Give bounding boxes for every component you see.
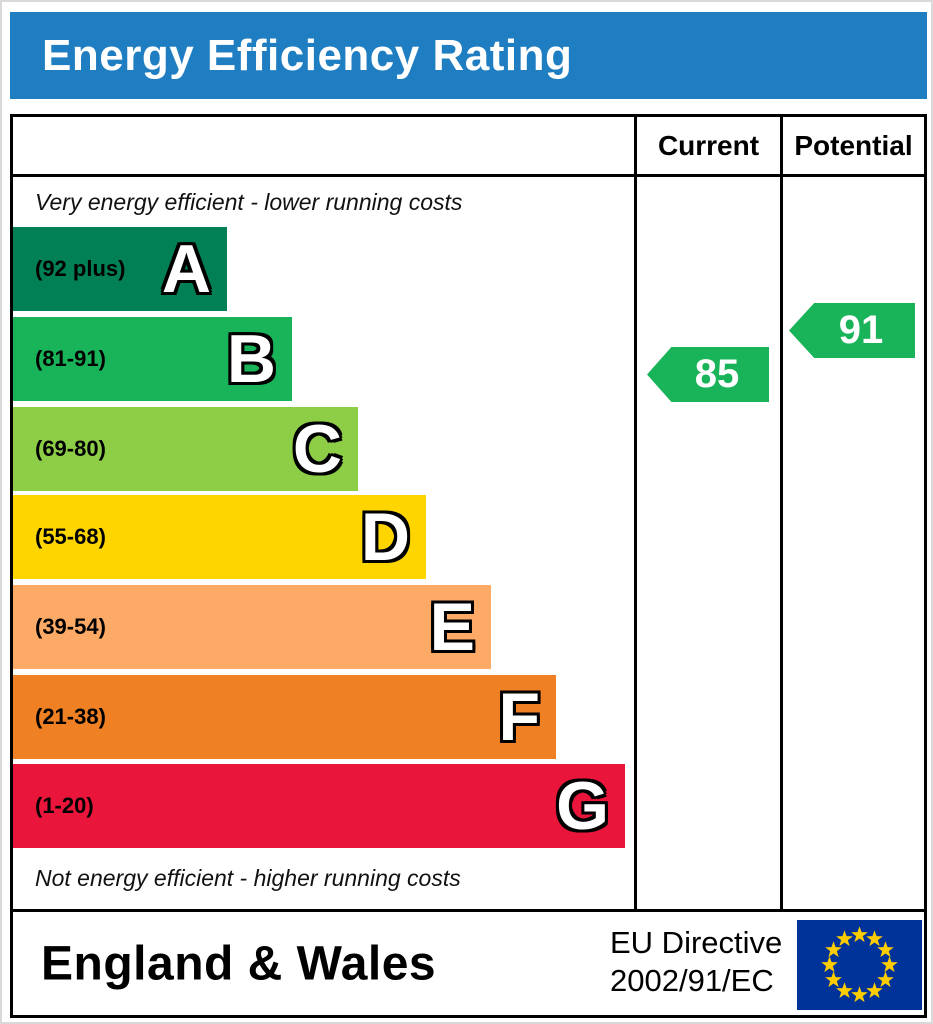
column-divider-2 — [780, 117, 783, 909]
potential-column-header: Potential — [794, 129, 913, 161]
band-letter: B — [226, 321, 276, 397]
region-label: England & Wales — [41, 937, 437, 990]
band-range-label: (81-91) — [35, 346, 106, 371]
bottom-note: Not energy efficient - higher running co… — [35, 865, 461, 891]
band-range-label: (69-80) — [35, 436, 106, 461]
band-range-label: (1-20) — [35, 793, 94, 818]
band-letter: F — [498, 679, 540, 755]
potential-rating-value: 91 — [838, 308, 884, 352]
column-divider-1 — [634, 117, 637, 909]
band-range-label: (92 plus) — [35, 256, 126, 281]
band-letter: A — [161, 231, 211, 307]
eu-directive-label: EU Directive 2002/91/EC — [610, 924, 782, 1000]
potential-rating-arrow: 91 — [789, 303, 915, 358]
band-letter: G — [556, 768, 609, 844]
current-column-header: Current — [657, 129, 760, 161]
current-rating-value: 85 — [694, 352, 740, 396]
band-row-e: (39-54) E — [13, 585, 491, 669]
footer: England & Wales EU Directive 2002/91/EC — [10, 912, 927, 1018]
band-row-b: (81-91) B — [13, 317, 292, 401]
band-row-d: (55-68) D — [13, 495, 426, 579]
band-row-g: (1-20) G — [13, 764, 625, 848]
eu-directive-line1: EU Directive — [610, 925, 783, 960]
band-row-f: (21-38) F — [13, 675, 556, 759]
band-row-a: (92 plus) A — [13, 227, 227, 311]
rating-chart: Current Potential Very energy efficient … — [10, 114, 927, 912]
eu-flag-icon — [797, 920, 922, 1010]
band-letter: E — [429, 589, 475, 665]
band-letter: C — [292, 411, 342, 487]
band-range-label: (39-54) — [35, 614, 106, 639]
top-note: Very energy efficient - lower running co… — [35, 189, 463, 215]
current-rating-arrow: 85 — [647, 347, 769, 402]
title-bar: Energy Efficiency Rating — [10, 12, 927, 99]
band-row-c: (69-80) C — [13, 407, 358, 491]
header-row-divider — [13, 174, 924, 177]
eu-directive-line2: 2002/91/EC — [610, 963, 774, 998]
band-range-label: (21-38) — [35, 704, 106, 729]
page-title: Energy Efficiency Rating — [42, 30, 573, 80]
band-letter: D — [360, 499, 410, 575]
band-range-label: (55-68) — [35, 524, 106, 549]
